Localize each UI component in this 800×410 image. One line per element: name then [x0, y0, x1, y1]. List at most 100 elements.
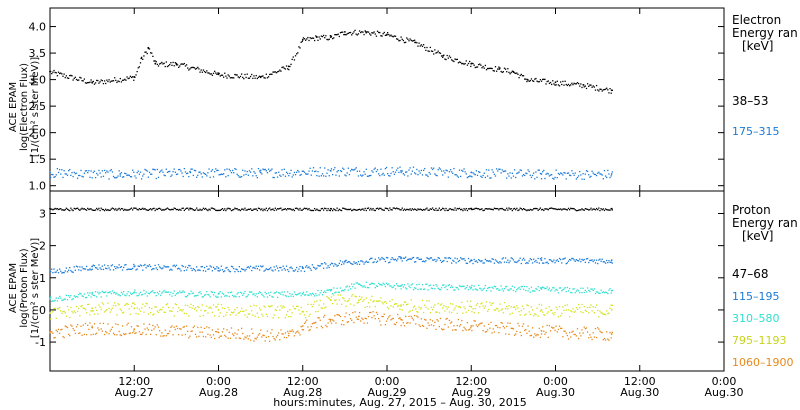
data-point	[271, 168, 273, 170]
data-point	[490, 67, 492, 70]
data-point	[311, 305, 314, 308]
data-point	[244, 314, 246, 316]
data-point	[147, 292, 150, 295]
data-point	[152, 268, 154, 270]
electron-ytick-label: 1.0	[29, 180, 47, 193]
data-point	[485, 290, 488, 292]
data-point	[175, 208, 178, 211]
data-point	[98, 207, 100, 210]
data-point	[287, 334, 290, 337]
data-point	[594, 262, 597, 264]
data-point	[145, 209, 147, 211]
data-point	[575, 290, 578, 292]
data-point	[311, 37, 314, 39]
data-point	[515, 72, 517, 75]
data-point	[374, 209, 376, 212]
data-point	[562, 80, 564, 83]
data-point	[289, 267, 291, 269]
data-point	[290, 266, 292, 268]
data-point	[112, 332, 115, 334]
data-point	[233, 311, 235, 313]
data-point	[167, 332, 170, 335]
data-point	[271, 269, 273, 271]
data-point	[525, 313, 527, 315]
data-point	[426, 174, 428, 176]
data-point	[533, 258, 535, 260]
data-point	[301, 40, 303, 43]
data-point	[482, 305, 484, 307]
data-point	[154, 306, 156, 308]
data-point	[282, 174, 284, 176]
proton-series-1060–1900	[49, 311, 613, 342]
data-point	[385, 320, 388, 322]
data-point	[188, 315, 190, 317]
data-point	[457, 318, 460, 321]
data-point	[558, 287, 561, 289]
data-point	[207, 172, 209, 174]
data-point	[424, 167, 426, 170]
data-point	[548, 259, 551, 261]
data-point	[170, 291, 172, 294]
data-point	[287, 310, 289, 313]
data-point	[52, 311, 54, 313]
data-point	[375, 285, 378, 287]
data-point	[137, 325, 139, 327]
data-point	[334, 263, 336, 265]
data-point	[489, 177, 491, 179]
data-point	[206, 70, 208, 72]
data-point	[356, 209, 358, 211]
data-point	[192, 209, 194, 211]
data-point	[519, 169, 521, 171]
data-point	[261, 75, 263, 78]
data-point	[321, 327, 324, 329]
data-point	[542, 311, 544, 313]
data-point	[207, 268, 209, 271]
data-point	[365, 32, 367, 34]
data-point	[200, 69, 202, 71]
data-point	[138, 173, 141, 175]
data-point	[278, 332, 280, 334]
data-point	[296, 266, 298, 269]
data-point	[187, 67, 189, 69]
data-point	[288, 295, 290, 298]
data-point	[484, 305, 487, 307]
data-point	[554, 208, 556, 210]
data-point	[214, 268, 216, 270]
data-point	[315, 36, 318, 39]
data-point	[313, 170, 316, 173]
data-point	[124, 333, 126, 336]
data-point	[481, 208, 483, 210]
data-point	[463, 306, 465, 308]
data-point	[549, 207, 552, 209]
data-point	[562, 306, 564, 308]
data-point	[53, 300, 55, 302]
data-point	[130, 176, 133, 178]
data-point	[555, 260, 557, 262]
data-point	[429, 257, 431, 259]
data-point	[170, 326, 172, 328]
data-point	[100, 176, 102, 178]
data-point	[610, 175, 612, 177]
data-point	[345, 259, 347, 262]
data-point	[449, 303, 452, 305]
data-point	[109, 269, 111, 271]
data-point	[117, 175, 119, 177]
data-point	[334, 315, 336, 317]
data-point	[263, 305, 265, 307]
data-point	[447, 209, 449, 211]
data-point	[191, 208, 193, 210]
data-point	[592, 172, 594, 174]
data-point	[395, 207, 398, 209]
data-point	[251, 168, 253, 170]
data-point	[454, 329, 456, 331]
data-point	[591, 170, 593, 172]
data-point	[609, 288, 611, 290]
data-point	[140, 208, 143, 210]
data-point	[81, 305, 83, 307]
data-point	[167, 65, 170, 67]
data-point	[257, 265, 260, 267]
data-point	[430, 257, 433, 259]
data-point	[233, 267, 235, 270]
data-point	[331, 263, 334, 265]
data-point	[387, 318, 389, 320]
